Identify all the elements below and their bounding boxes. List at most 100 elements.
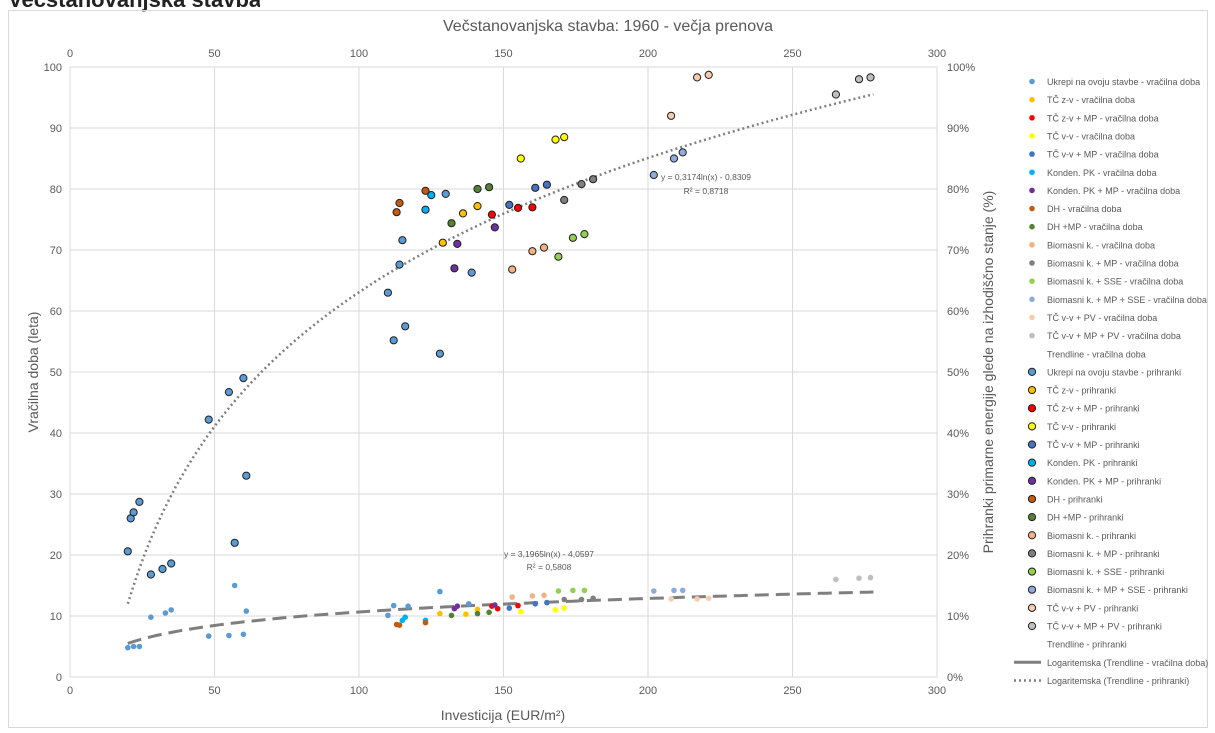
legend-label: Konden. PK - vračilna doba: [1047, 168, 1157, 178]
payback-point: [561, 596, 567, 603]
legend-marker: [1027, 585, 1037, 594]
payback-point: [474, 610, 481, 617]
legend-marker: [1027, 531, 1037, 540]
payback-point: [668, 596, 674, 602]
payback-point: [402, 614, 409, 620]
payback-point: [231, 582, 238, 589]
savings-point: [528, 203, 537, 212]
legend-label: TČ v-v + MP - prihranki: [1047, 440, 1140, 450]
savings-point: [239, 374, 248, 383]
savings-point: [693, 73, 702, 82]
y-right-tick-label: 70%: [947, 245, 969, 257]
savings-point: [560, 195, 569, 205]
legend-marker: [1027, 440, 1037, 449]
legend-label: Logaritemska (Trendline - prihranki): [1047, 676, 1189, 686]
clipped-header-label: Večstanovanjska stavba: [8, 0, 260, 12]
payback-point: [705, 595, 712, 602]
legend-marker: [1027, 603, 1037, 612]
x-tick-label-bottom: 0: [67, 685, 73, 697]
legend-label: Biomasni k. + SSE - prihranki: [1047, 567, 1164, 577]
x-tick-label-top: 100: [350, 48, 368, 60]
y-axis-right-label: Prihranki primarne energije glede na izh…: [980, 191, 996, 554]
y-left-tick-label: 0: [56, 672, 62, 684]
savings-point: [568, 233, 578, 242]
y-right-tick-label: 10%: [947, 611, 969, 623]
y-right-tick-label: 20%: [947, 550, 969, 562]
savings-point: [230, 538, 239, 547]
savings-point: [242, 471, 251, 480]
legend-label: TČ z-v + MP - prihranki: [1047, 404, 1140, 414]
legend-marker: [1027, 549, 1037, 558]
legend-marker: [1027, 513, 1037, 522]
x-tick-label-bottom: 150: [494, 685, 512, 697]
savings-point: [513, 203, 523, 212]
legend-marker: [1027, 385, 1037, 395]
y-right-tick-label: 100%: [947, 62, 975, 74]
legend-marker: [1027, 422, 1037, 431]
savings-point: [129, 508, 138, 517]
payback-point: [541, 592, 547, 599]
savings-point: [473, 184, 482, 194]
y-right-tick-label: 30%: [947, 489, 969, 501]
savings-point: [435, 349, 444, 358]
savings-point: [485, 183, 494, 192]
legend-marker: [1029, 242, 1035, 248]
y-left-tick-label: 50: [50, 367, 62, 379]
savings-point: [667, 111, 676, 120]
x-tick-label-top: 0: [67, 48, 73, 60]
legend-label: Biomasni k. - vračilna doba: [1047, 240, 1155, 250]
savings-point: [383, 288, 392, 297]
savings-point: [704, 70, 713, 80]
savings-point: [508, 265, 517, 274]
chart-title: Večstanovanjska stavba: 1960 - večja pre…: [443, 18, 773, 35]
legend-marker: [1029, 332, 1035, 339]
savings-point: [392, 208, 401, 217]
payback-point: [162, 610, 169, 616]
savings-point: [224, 388, 233, 397]
x-tick-label-bottom: 50: [208, 685, 220, 697]
x-tick-label-top: 200: [639, 48, 657, 60]
x-tick-label-bottom: 300: [928, 685, 946, 697]
savings-point: [560, 133, 569, 142]
savings-point: [123, 547, 132, 556]
y-left-tick-label: 100: [44, 62, 62, 74]
payback-point: [243, 608, 250, 614]
payback-point: [578, 596, 585, 603]
legend-marker: [1029, 133, 1035, 139]
payback-point: [437, 610, 443, 617]
y-left-tick-label: 80: [50, 184, 62, 196]
y-right-tick-label: 50%: [947, 367, 969, 379]
legend-label: Konden. PK - prihranki: [1047, 458, 1138, 468]
savings-point: [542, 180, 552, 189]
legend-label: TČ z-v - prihranki: [1047, 386, 1116, 396]
legend-marker: [1029, 223, 1035, 230]
payback-point: [833, 576, 839, 583]
payback-point: [856, 575, 862, 581]
savings-point: [866, 73, 875, 82]
legend-label: DH - prihranki: [1047, 494, 1103, 504]
payback-point: [506, 605, 513, 611]
savings-point: [490, 223, 499, 232]
legend-marker: [1029, 96, 1035, 103]
legend-label: TČ v-v + PV - vračilna doba: [1047, 313, 1157, 323]
savings-point: [458, 209, 468, 218]
payback-point: [532, 601, 539, 607]
legend-marker: [1027, 567, 1037, 576]
payback-point: [867, 574, 874, 581]
savings-point: [204, 415, 213, 424]
savings-point: [473, 202, 482, 211]
legend-marker: [1029, 169, 1035, 176]
legend-label: Trendline - prihranki: [1047, 640, 1127, 650]
legend-marker: [1029, 187, 1035, 194]
savings-point: [487, 210, 496, 219]
axes: 0 0% 10 10% 20 20% 30 30% 40 40% 50 50% 60 60% 70 70% 80…: [44, 48, 976, 697]
y-left-tick-label: 10: [50, 611, 62, 623]
savings-point: [854, 75, 864, 84]
savings-point: [450, 264, 459, 273]
payback-point: [454, 603, 461, 609]
savings-point: [589, 175, 598, 184]
savings-point: [539, 243, 549, 252]
legend-marker: [1029, 314, 1035, 321]
trendline-equation-savings: y = 0,3174ln(x) - 0,8309: [661, 172, 751, 182]
